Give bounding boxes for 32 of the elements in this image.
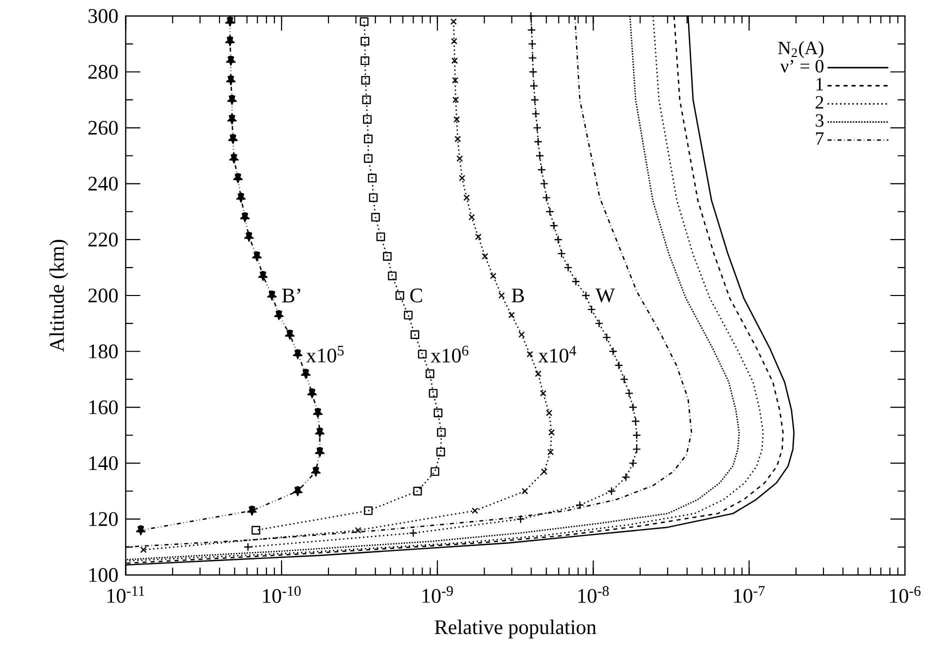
x-tick-label: 10$^{-11}$ (107, 586, 144, 603)
legend-label: 7 (816, 132, 824, 145)
y-tick-label: 240 (88, 176, 118, 191)
series-label: W (596, 288, 615, 302)
y-tick-label: 140 (89, 456, 118, 470)
x-tick-label: 10$^{-9}$ (422, 586, 453, 603)
series-label: C (410, 288, 422, 302)
y-tick-label: 180 (89, 344, 118, 358)
series-label: B (512, 288, 524, 302)
annotation: x10$^{6}$ (430, 346, 468, 363)
x-tick-label: 10$^{-7}$ (734, 586, 765, 603)
series-label: B’ (282, 288, 300, 302)
annotation: x10$^{5}$ (306, 346, 344, 363)
legend-label: 3 (816, 114, 824, 127)
legend-title: N$_{2}$(A) (778, 41, 824, 58)
y-tick-label: 260 (88, 120, 118, 135)
y-tick-label: 280 (88, 64, 118, 79)
y-axis-title: Altitude (km) (49, 240, 68, 352)
x-tick-label: 10$^{-10}$ (263, 586, 301, 603)
legend-label: ν’ = 0 (780, 60, 824, 72)
y-tick-label: 220 (88, 232, 118, 247)
x-tick-label: 10$^{-8}$ (578, 586, 609, 603)
y-tick-label: 120 (89, 512, 118, 526)
x-tick-label: 10$^{-6}$ (890, 586, 921, 603)
y-tick-label: 200 (88, 288, 118, 302)
y-tick-label: 100 (89, 568, 118, 582)
legend-label: 1 (816, 78, 824, 90)
y-tick-label: 300 (88, 9, 118, 23)
legend-label: 2 (816, 96, 824, 109)
annotation: x10$^{4}$ (538, 346, 576, 363)
x-axis-title: Relative population (434, 620, 596, 638)
y-tick-label: 160 (89, 400, 118, 414)
